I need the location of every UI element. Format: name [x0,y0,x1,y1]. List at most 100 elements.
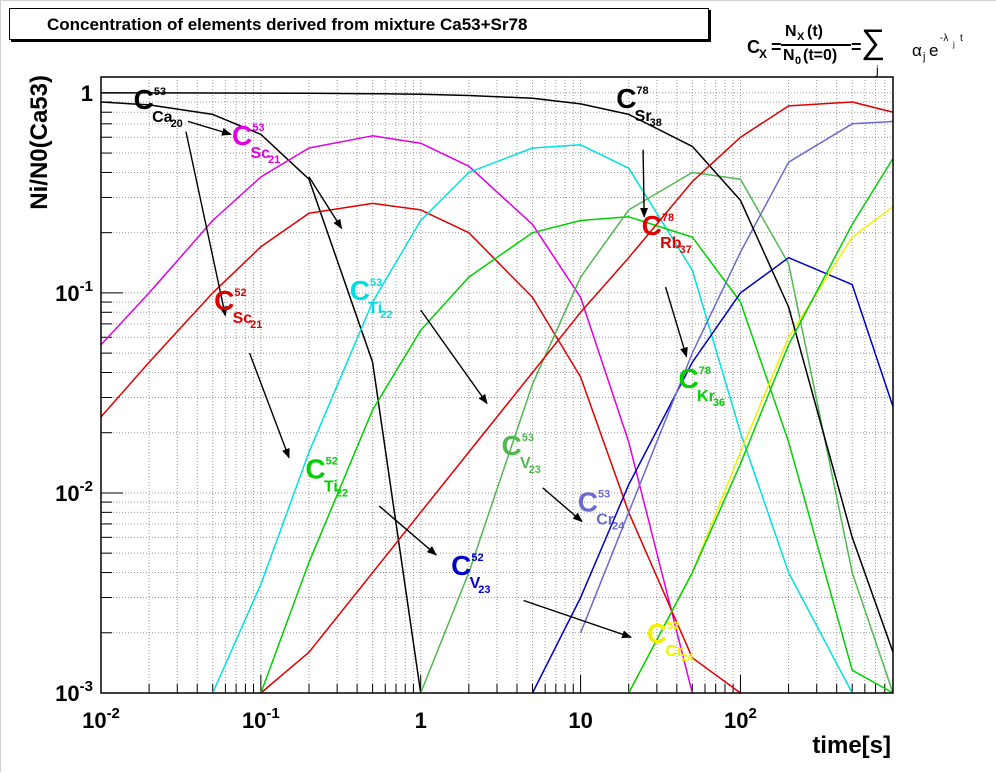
formula-sum-index: j [876,63,879,77]
y-tick-label-exp: -1 [80,278,93,295]
annotation-mass: 53 [252,122,264,134]
annotation-z: 37 [679,244,691,256]
annotation-arrow-v53 [542,487,583,523]
annotation-element: Kr [697,388,715,405]
annotation-z: 24 [681,652,694,664]
annotation-label-v52: C52 V23 [451,550,490,596]
series-v52 [531,256,894,694]
annotation-mass: 53 [154,86,166,98]
annotation-z: 23 [478,584,490,596]
series-sc53 [100,135,694,694]
annotation-base: C [616,83,636,114]
annotation-element: Rb [660,235,682,252]
annotation-label-rb78: C78 Rb37 [642,210,692,256]
annotation-base: C [350,275,370,306]
formula-exp-power: -λ [940,33,949,44]
annotation-base: C [679,363,699,394]
series-sc52 [100,202,741,694]
formula-denominator-sub: 0 [795,55,802,67]
formula-lhs-sub: X [759,47,768,61]
annotation-mass: 53 [598,488,610,500]
annotation-label-sc52: C52 Sc21 [214,285,262,331]
annotation-arrow-rb78 [664,286,688,358]
annotation-element: Ti [324,479,338,496]
annotation-z: 22 [336,488,348,500]
x-tick-label-base: 10 [568,708,592,733]
annotation-mass: 53 [370,277,382,289]
annotation-base: C [578,486,598,517]
series-ca53 [100,101,422,694]
x-tick-label: 1 [415,708,427,733]
annotation-element: Cr [665,643,683,660]
annotation-arrow-ti53 [420,309,488,405]
annotation-element: Cr [596,511,614,528]
y-tick-label-base: 10 [55,681,79,706]
chart-title: Concentration of elements derived from m… [9,8,709,40]
annotation-z: 21 [250,319,262,331]
series-rb78 [260,101,894,694]
x-tick-label: 102 [724,705,757,733]
annotation-mass: 52 [667,620,679,632]
annotation-element: Ca [152,109,173,126]
x-tick-label-exp: 2 [749,705,757,722]
y-tick-label: 10-1 [55,278,93,306]
annotation-element: V [520,455,531,472]
formula-sum: ∑ [861,23,886,61]
annotation-element: Ti [368,300,382,317]
formula-eq: = [771,37,782,57]
annotation-z: 20 [171,118,183,130]
x-axis-label: time[s] [812,732,891,759]
annotation-z: 36 [713,397,725,409]
annotation-mass: 53 [522,432,534,444]
formula-eq2: = [851,37,862,57]
y-tick-label-exp: -3 [80,678,93,695]
y-tick-label-base: 10 [55,281,79,306]
y-tick-label: 10-2 [55,478,93,506]
annotation-base: C [232,120,252,151]
annotation-arrow-sc52 [248,352,290,459]
annotation-label-sc53: C53 Sc21 [232,120,280,166]
annotation-arrow-sr78 [640,149,649,218]
annotation-arrow-ca53 [185,131,228,317]
annotation-base: C [305,454,325,485]
annotation-label-v53: C53 V23 [501,430,540,476]
grid [100,77,894,694]
x-tick-label-exp: -1 [266,705,279,722]
annotation-arrow-ti52 [378,505,437,556]
formula-exp-power-var: t [960,33,963,44]
y-tick-label-base: 10 [55,481,79,506]
series-lines [100,92,894,694]
series-sr78 [101,92,894,653]
annotation-mass: 78 [699,365,711,377]
annotation-arrow-ca53 [187,120,232,136]
annotation-z: 24 [612,520,625,532]
annotation-element: Sr [635,108,652,125]
annotation-base: C [214,285,234,316]
formula-numerator-sub: X [797,31,805,43]
annotation-label-ca53: C53 Ca20 [134,84,183,130]
annotation-mass: 52 [234,287,246,299]
formula-lhs: C [747,37,760,57]
formula-numerator: N [785,23,797,40]
annotation-mass: 78 [662,212,674,224]
y-tick-label-base: 1 [81,81,93,106]
annotation-z: 38 [650,117,662,129]
x-tick-label-base: 1 [415,708,427,733]
x-tick-label: 10 [568,708,592,733]
formula-exp-base: e [929,41,939,60]
annotation-z: 21 [268,154,280,166]
annotation-element: Sc [250,145,270,162]
y-tick-label-exp: -2 [80,478,93,495]
formula-exp-power-sub: j [953,40,955,49]
annotation-mass: 78 [636,85,648,97]
annotation-label-sr78: C78 Sr38 [616,83,662,129]
annotation-base: C [134,84,154,115]
x-tick-label-exp: -2 [107,705,120,722]
annotation-z: 23 [529,464,541,476]
series-v53 [420,171,894,694]
annotation-z: 22 [380,309,392,321]
